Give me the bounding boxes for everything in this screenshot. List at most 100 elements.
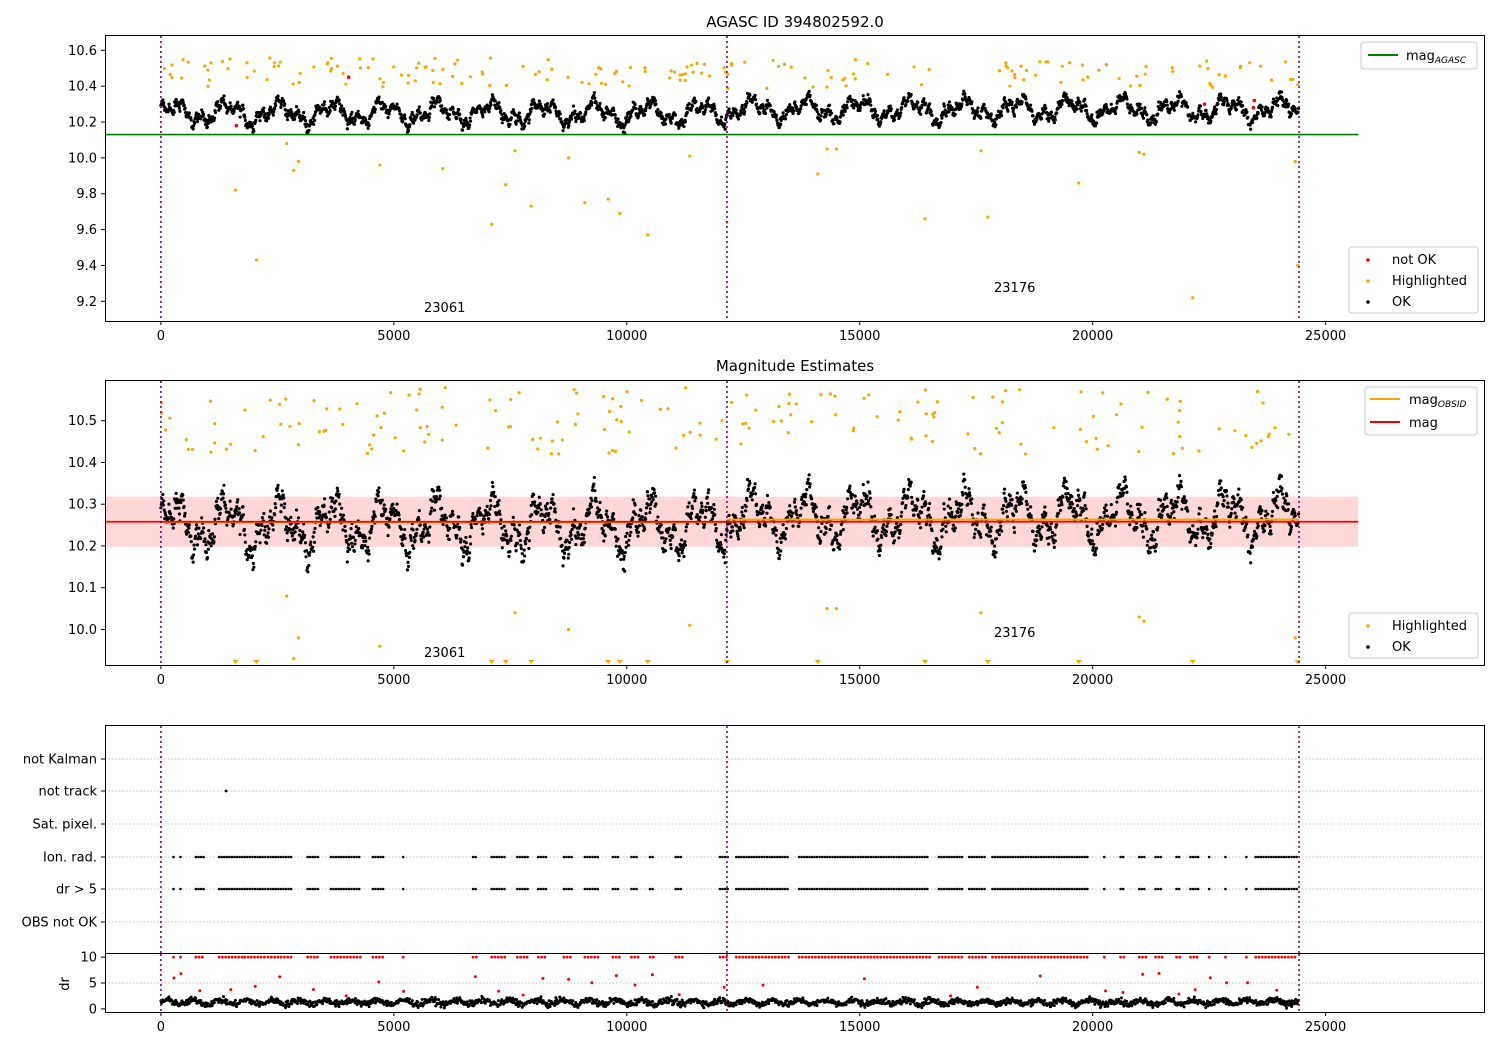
ok-point <box>408 123 412 127</box>
ok-point <box>1169 498 1174 502</box>
ok-point <box>643 113 647 117</box>
highlighted-point <box>490 222 494 226</box>
ok-point <box>712 507 716 511</box>
ok-point <box>1047 119 1051 123</box>
ok-point <box>981 506 985 510</box>
ok-point <box>274 506 278 510</box>
ok-point <box>288 527 292 531</box>
ok-point <box>415 113 419 117</box>
ok-point <box>403 536 407 540</box>
ok-point <box>273 513 277 517</box>
ok-point <box>1229 511 1233 515</box>
ok-point <box>250 124 255 128</box>
ok-point <box>1194 543 1198 548</box>
ok-point <box>841 113 845 117</box>
ok-point <box>560 120 564 124</box>
ok-point <box>778 553 782 557</box>
ok-point <box>873 525 877 529</box>
ok-point <box>1204 108 1208 113</box>
ok-point <box>281 493 285 497</box>
ok-point <box>192 124 196 128</box>
ok-point <box>1076 488 1080 492</box>
ok-point <box>852 106 856 110</box>
ok-point <box>539 508 543 512</box>
ok-point <box>406 129 411 133</box>
ok-point <box>468 535 472 539</box>
ok-point <box>944 530 948 534</box>
ok-point <box>1090 527 1094 531</box>
highlighted-point <box>683 78 687 82</box>
ok-point <box>295 526 299 530</box>
ok-point <box>444 516 448 520</box>
ok-point <box>686 505 690 509</box>
ok-point <box>397 513 401 517</box>
ok-point <box>391 502 395 506</box>
ok-point <box>1002 491 1006 495</box>
ok-point <box>712 502 716 507</box>
ok-point <box>1180 507 1184 511</box>
ok-point <box>814 505 818 509</box>
ok-point <box>889 513 893 517</box>
ok-point <box>404 549 408 553</box>
ok-point <box>543 504 548 508</box>
ok-point <box>698 515 702 519</box>
ok-point <box>1213 509 1217 513</box>
ok-point <box>213 517 217 521</box>
ok-point <box>298 113 302 117</box>
ok-point <box>594 101 598 105</box>
ok-point <box>500 546 504 550</box>
ok-point <box>523 124 527 128</box>
ok-point <box>734 108 738 112</box>
ok-point <box>181 100 185 104</box>
ok-point <box>493 103 497 107</box>
ok-point <box>375 101 379 105</box>
highlighted-point <box>1206 66 1210 71</box>
ok-point <box>1052 545 1056 549</box>
ok-point <box>1222 100 1226 105</box>
ok-point <box>701 105 705 109</box>
ok-point <box>692 488 697 492</box>
ok-point <box>1214 112 1218 116</box>
ok-point <box>1047 116 1051 121</box>
highlighted-point <box>825 85 829 89</box>
ok-point <box>758 111 762 115</box>
ok-point <box>843 515 847 519</box>
ok-point <box>468 119 473 123</box>
ok-point <box>861 94 865 98</box>
ok-point <box>273 502 277 506</box>
ok-point <box>1112 515 1116 519</box>
ok-point <box>919 510 924 515</box>
ok-point <box>750 498 754 502</box>
ok-point <box>266 116 271 120</box>
ok-point <box>799 513 803 517</box>
ok-point <box>599 515 604 520</box>
ok-point <box>669 543 673 547</box>
ok-point <box>722 555 726 559</box>
ok-point <box>723 127 727 131</box>
highlighted-point <box>168 72 172 77</box>
highlighted-point <box>1046 60 1050 64</box>
ok-point <box>369 527 374 531</box>
ok-point <box>345 127 349 131</box>
ok-point <box>335 486 339 490</box>
ok-point <box>1246 533 1250 537</box>
ok-point <box>455 115 459 120</box>
ok-point <box>1031 529 1035 533</box>
ok-point <box>1198 507 1203 511</box>
ok-point <box>753 93 757 97</box>
ok-point <box>956 511 960 515</box>
ok-point <box>953 526 957 530</box>
ok-point <box>562 551 567 556</box>
highlighted-point <box>1138 83 1142 88</box>
ok-point <box>761 510 765 514</box>
ok-point <box>704 509 708 513</box>
ok-point <box>730 525 734 529</box>
ok-point <box>1151 530 1156 534</box>
ok-point <box>511 515 515 519</box>
ok-point <box>1198 104 1203 108</box>
ok-point <box>622 557 626 561</box>
ok-point <box>783 532 787 536</box>
ok-point <box>1140 512 1144 517</box>
ok-point <box>212 116 217 120</box>
ok-point <box>783 117 788 121</box>
